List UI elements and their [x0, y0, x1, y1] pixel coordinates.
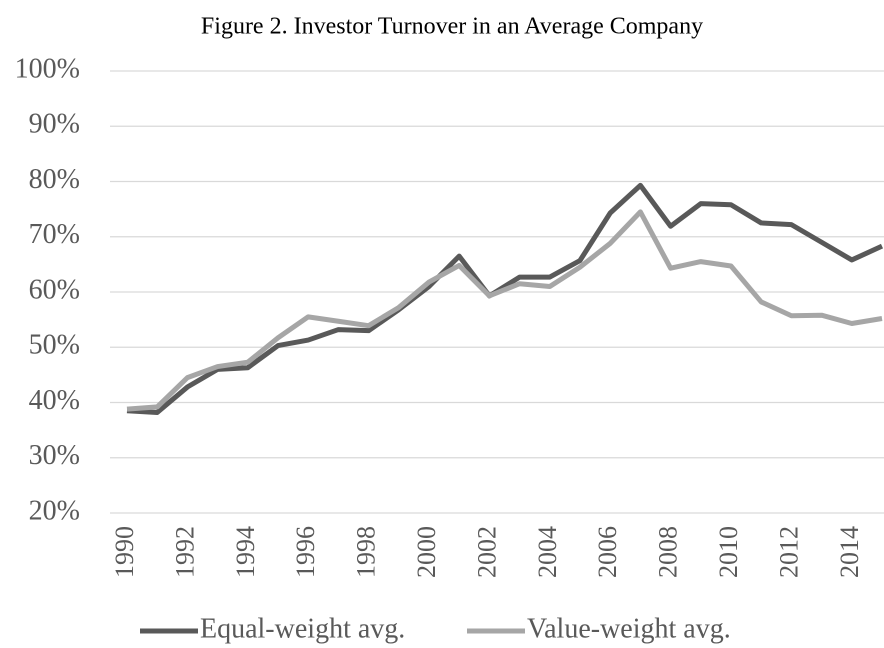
x-tick-label: 1998 [352, 526, 381, 578]
chart-title: Figure 2. Investor Turnover in an Averag… [201, 14, 703, 40]
y-tick-label: 40% [29, 385, 80, 416]
series-line [126, 209, 883, 412]
y-tick-label: 30% [29, 440, 80, 471]
y-tick-label: 90% [29, 109, 80, 140]
x-tick-label: 2012 [774, 526, 803, 578]
y-tick-label: 100% [15, 53, 80, 84]
x-tick-label: 2008 [654, 526, 683, 578]
x-tick-label: 1996 [291, 526, 320, 578]
y-tick-label: 60% [29, 274, 80, 305]
x-tick-label: 2000 [412, 526, 441, 578]
x-tick-label: 1994 [231, 526, 260, 578]
y-tick-label: 80% [29, 164, 80, 195]
x-tick-label: 2014 [835, 526, 864, 578]
legend-label: Value-weight avg. [527, 613, 731, 644]
series-line [126, 182, 884, 415]
x-tick-label: 2002 [472, 526, 501, 578]
x-tick-label: 1992 [170, 526, 199, 578]
y-tick-label: 50% [29, 330, 80, 361]
y-tick-label: 70% [29, 219, 80, 250]
y-tick-label: 20% [29, 495, 80, 526]
x-tick-label: 2006 [593, 526, 622, 578]
legend-label: Equal-weight avg. [200, 613, 405, 644]
x-tick-label: 2010 [714, 526, 743, 578]
x-tick-label: 1990 [110, 526, 139, 578]
x-tick-label: 2004 [533, 526, 562, 578]
